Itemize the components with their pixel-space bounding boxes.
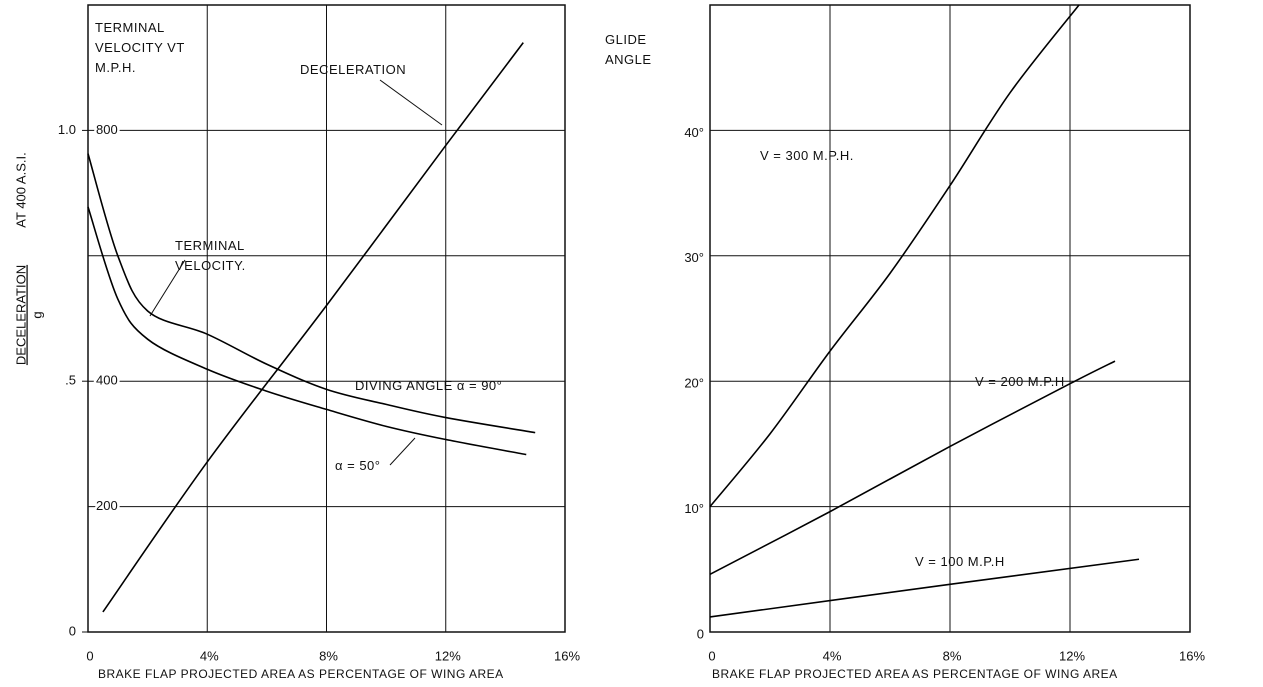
x-tick-label: 8% (943, 648, 962, 663)
arrow (149, 259, 186, 317)
x-tick-label: 16% (1179, 648, 1205, 663)
y-label: TERMINAL VELOCITY VT M.P.H. (95, 20, 185, 75)
plot-frame (709, 4, 1191, 633)
y2-label-denominator: g (29, 311, 44, 318)
y2-tick-label: 0 (69, 623, 76, 638)
series-label: V = 200 M.P.H (975, 374, 1065, 389)
x-tick-label: 0 (86, 648, 93, 663)
y2-label-note: AT 400 A.S.I. (13, 152, 28, 227)
y-tick-label: 20° (684, 376, 704, 391)
series-label: V = 100 M.P.H (915, 554, 1005, 569)
y-tick-label: 800 (96, 122, 118, 137)
y2-tick-label: .5 (65, 373, 76, 388)
x-tick-label: 12% (435, 648, 461, 663)
y-tick-label: 200 (96, 498, 118, 513)
y-tick-label: 10° (684, 501, 704, 516)
series-line (102, 42, 524, 613)
x-tick-label: 4% (200, 648, 219, 663)
x-label: BRAKE FLAP PROJECTED AREA AS PERCENTAGE … (98, 667, 504, 681)
series-line (87, 153, 536, 434)
x-tick-label: 12% (1059, 648, 1085, 663)
x-tick-label: 16% (554, 648, 580, 663)
x-tick-label: 8% (319, 648, 338, 663)
x-tick-label: 4% (823, 648, 842, 663)
plot-frame (87, 4, 566, 633)
y-tick-label: 0 (697, 626, 704, 641)
series-line (709, 558, 1140, 618)
arrow (379, 79, 443, 126)
series-label: DIVING ANGLE α = 90° (355, 378, 503, 393)
series-label: DECELERATION (300, 62, 407, 77)
series-label: V = 300 M.P.H. (760, 148, 854, 163)
series-line (87, 206, 527, 456)
y2-axis-label: DECELERATION g AT 400 A.S.I. (13, 152, 44, 365)
y2-label: DECELERATION (13, 265, 28, 365)
series-label: α = 50° (335, 458, 381, 473)
arrow (389, 437, 416, 466)
annotation: TERMINAL VELOCITY. (175, 238, 246, 273)
y-label: GLIDE ANGLE (605, 32, 652, 67)
arrows (149, 79, 443, 466)
x-label: BRAKE FLAP PROJECTED AREA AS PERCENTAGE … (712, 667, 1118, 681)
y-tick-label: 40° (684, 125, 704, 140)
series-line (709, 4, 1080, 508)
series-line (709, 360, 1116, 576)
y2-tick-label: 1.0 (58, 122, 76, 137)
y-tick-label: 30° (684, 250, 704, 265)
x-tick-label: 0 (708, 648, 715, 663)
y-tick-label: 400 (96, 373, 118, 388)
